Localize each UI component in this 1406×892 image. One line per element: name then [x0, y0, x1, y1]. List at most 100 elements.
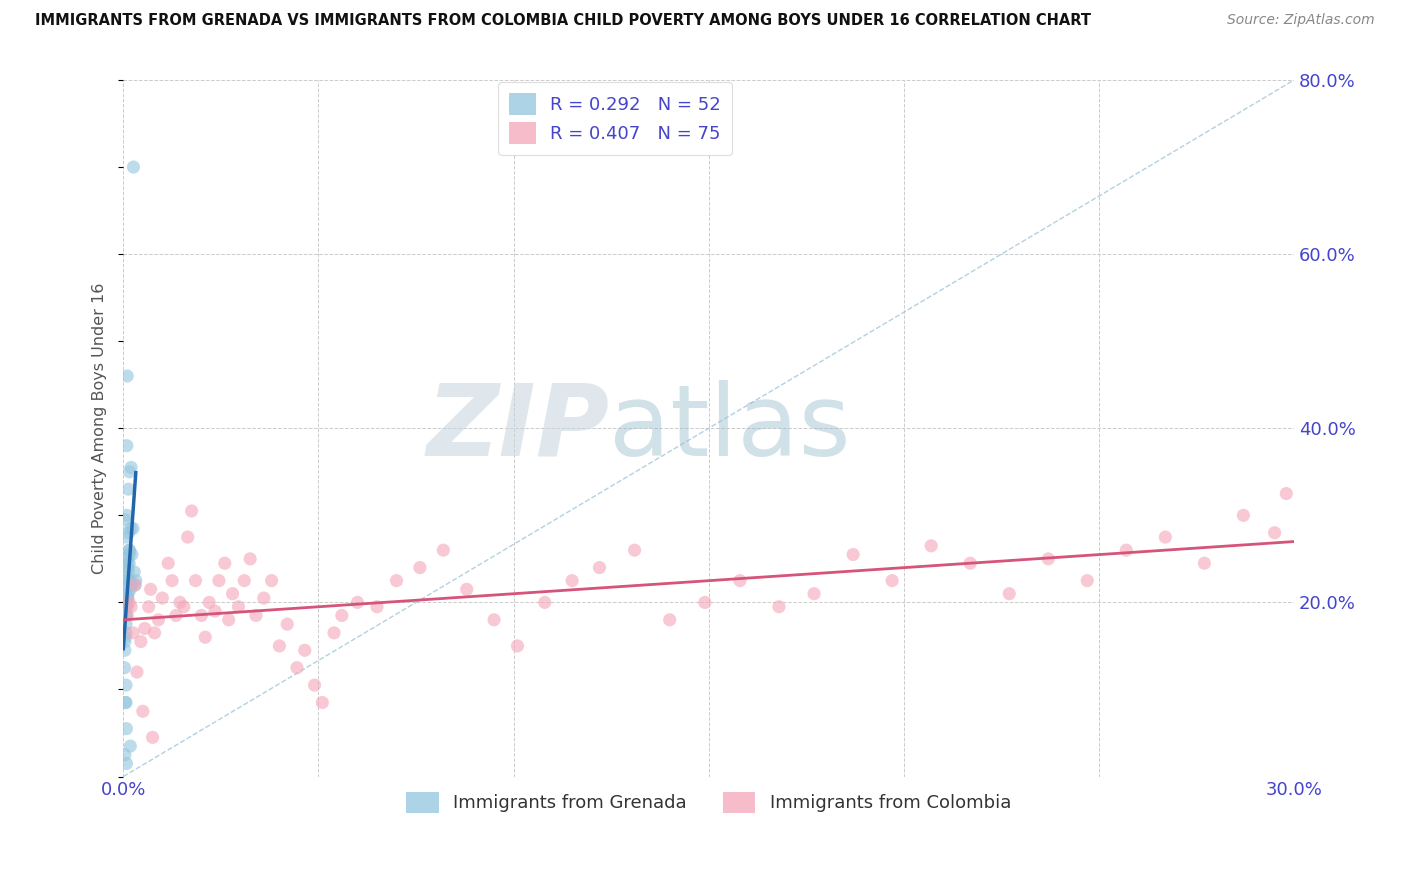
Point [561, 574, 583, 588]
Point [1076, 574, 1098, 588]
Point [114, 696, 136, 710]
Point [115, 369, 138, 384]
Point [115, 608, 138, 623]
Point [115, 756, 138, 771]
Point [623, 543, 645, 558]
Point [115, 608, 138, 623]
Point [115, 508, 138, 523]
Point [533, 595, 555, 609]
Point [959, 556, 981, 570]
Point [506, 639, 529, 653]
Point [121, 578, 143, 592]
Point [115, 599, 138, 614]
Point [121, 548, 143, 562]
Point [142, 731, 165, 745]
Point [132, 704, 155, 718]
Point [693, 595, 716, 609]
Point [125, 574, 148, 588]
Point [304, 678, 326, 692]
Point [253, 591, 276, 605]
Point [160, 574, 183, 588]
Point [124, 578, 146, 592]
Point [148, 613, 170, 627]
Point [842, 548, 865, 562]
Point [218, 613, 240, 627]
Point [1038, 552, 1060, 566]
Point [728, 574, 751, 588]
Point [184, 574, 207, 588]
Point [176, 530, 198, 544]
Point [117, 591, 139, 605]
Point [115, 696, 138, 710]
Point [114, 513, 136, 527]
Point [169, 595, 191, 609]
Point [588, 560, 610, 574]
Point [118, 548, 141, 562]
Point [118, 543, 141, 558]
Point [768, 599, 790, 614]
Point [260, 574, 283, 588]
Point [117, 560, 139, 574]
Point [120, 599, 142, 614]
Point [115, 617, 138, 632]
Point [114, 608, 136, 623]
Point [118, 525, 141, 540]
Point [122, 160, 145, 174]
Point [150, 591, 173, 605]
Point [228, 599, 250, 614]
Point [157, 556, 180, 570]
Point [998, 587, 1021, 601]
Text: IMMIGRANTS FROM GRENADA VS IMMIGRANTS FROM COLOMBIA CHILD POVERTY AMONG BOYS UND: IMMIGRANTS FROM GRENADA VS IMMIGRANTS FR… [35, 13, 1091, 29]
Point [194, 630, 217, 644]
Point [124, 578, 146, 592]
Point [122, 625, 145, 640]
Point [323, 625, 346, 640]
Point [114, 661, 136, 675]
Point [114, 643, 136, 657]
Point [456, 582, 478, 597]
Point [117, 591, 139, 605]
Point [138, 599, 160, 614]
Text: Source: ZipAtlas.com: Source: ZipAtlas.com [1227, 13, 1375, 28]
Point [125, 665, 148, 679]
Point [114, 599, 136, 614]
Point [117, 482, 139, 496]
Point [120, 521, 142, 535]
Point [366, 599, 388, 614]
Point [114, 634, 136, 648]
Point [173, 599, 195, 614]
Point [294, 643, 316, 657]
Point [114, 630, 136, 644]
Point [269, 639, 291, 653]
Point [115, 595, 138, 609]
Point [118, 556, 141, 570]
Point [233, 574, 256, 588]
Point [117, 556, 139, 570]
Point [143, 625, 166, 640]
Point [117, 565, 139, 579]
Point [115, 625, 138, 640]
Point [239, 552, 262, 566]
Point [122, 565, 145, 579]
Point [129, 634, 152, 648]
Text: ZIP: ZIP [426, 380, 609, 476]
Point [115, 722, 138, 736]
Point [1232, 508, 1254, 523]
Point [120, 460, 142, 475]
Point [285, 661, 308, 675]
Point [214, 556, 236, 570]
Point [120, 582, 142, 597]
Point [120, 739, 142, 753]
Point [409, 560, 432, 574]
Point [114, 569, 136, 583]
Point [115, 439, 138, 453]
Point [482, 613, 505, 627]
Point [330, 608, 353, 623]
Point [115, 530, 138, 544]
Point [385, 574, 408, 588]
Point [1194, 556, 1216, 570]
Point [190, 608, 212, 623]
Point [208, 574, 231, 588]
Point [276, 617, 298, 632]
Point [882, 574, 904, 588]
